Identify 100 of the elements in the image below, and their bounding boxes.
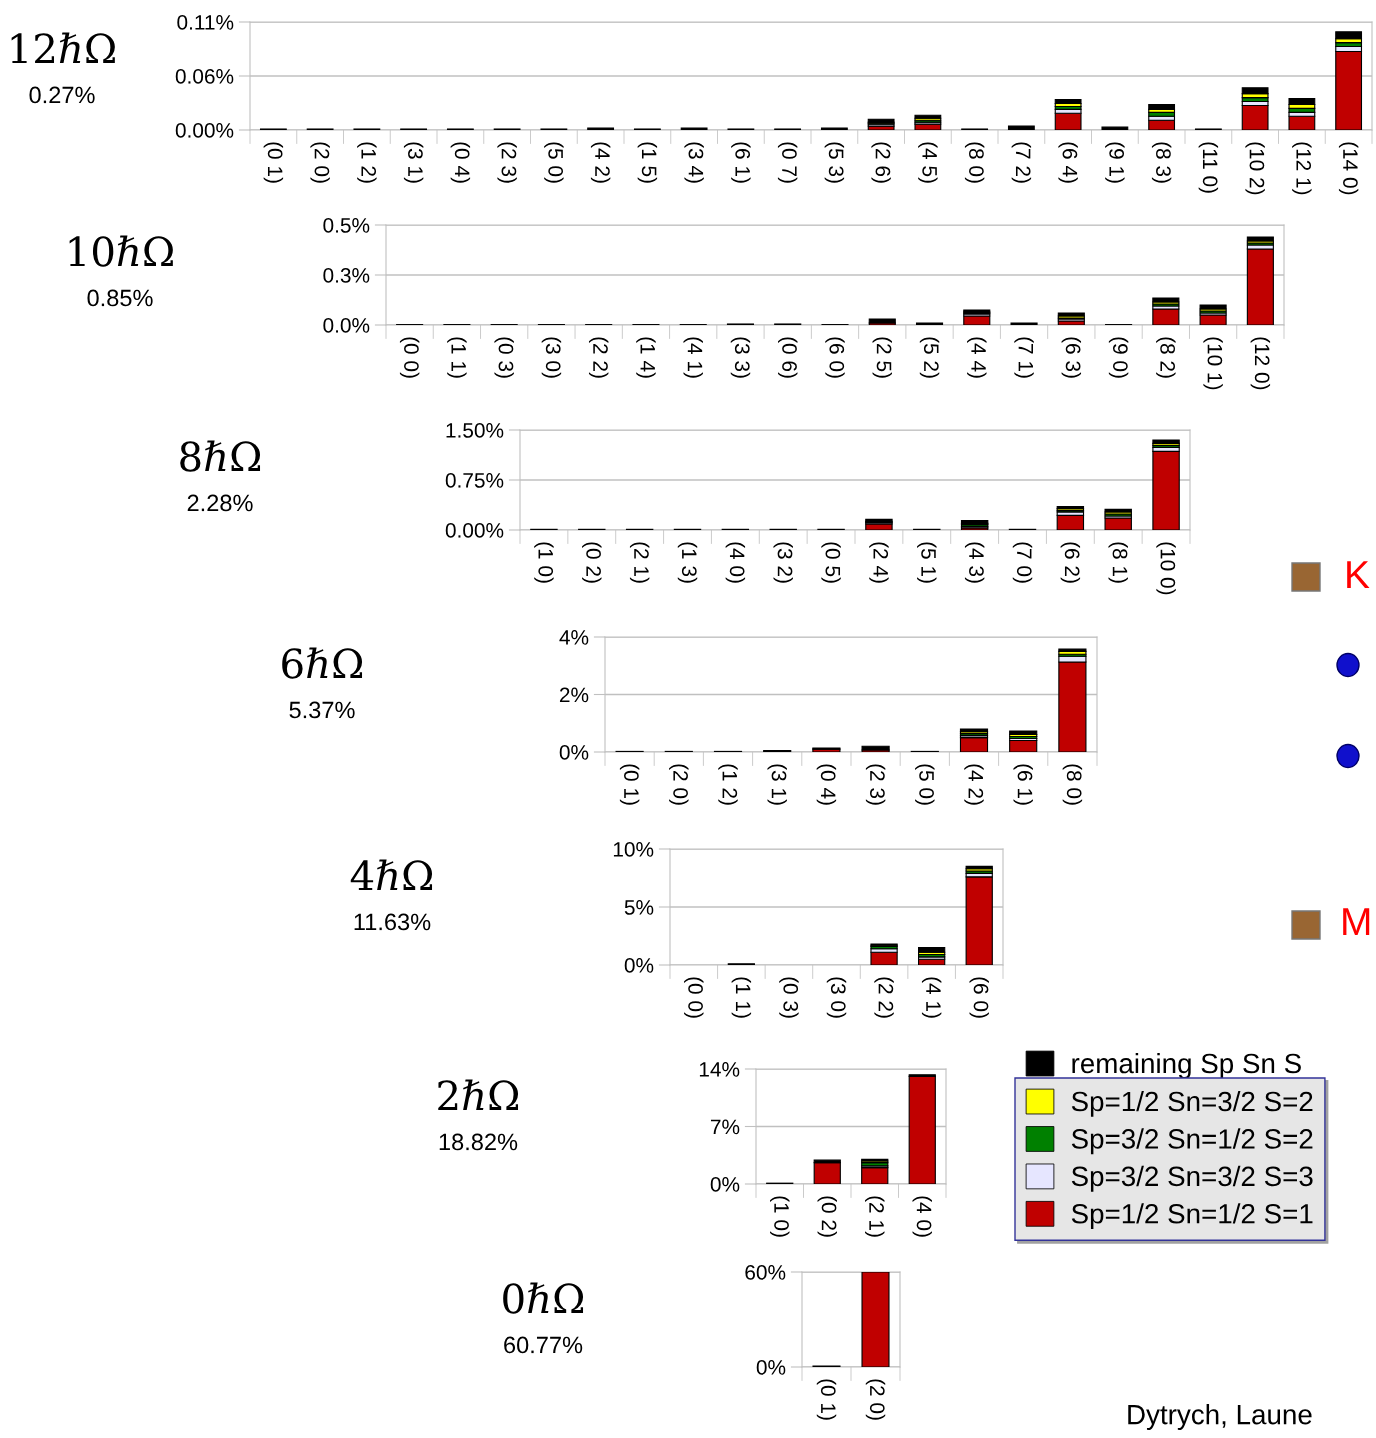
x-tick-label: (0 7) (777, 142, 798, 183)
x-tick-label: (5 0) (915, 764, 935, 805)
x-tick-label: (3 0) (826, 977, 847, 1018)
y-tick-label: 7% (710, 1119, 740, 1135)
x-tick-label: (8 1) (1108, 542, 1128, 583)
x-tick-label: (4 2) (590, 142, 611, 183)
text: 18.82% (439, 1133, 518, 1151)
x-tick-label: (4 1) (683, 337, 703, 378)
x-tick-label: (3 2) (773, 542, 793, 583)
x-tick-label: (0 5) (821, 542, 841, 583)
x-tick-label: (0 2) (817, 1196, 837, 1237)
x-tick-label: (6 1) (1013, 764, 1033, 805)
y-tick-label: 0.3% (323, 268, 370, 283)
x-tick-label: (2 2) (588, 337, 609, 378)
x-tick-label: (4 4) (967, 337, 987, 378)
x-tick-label: (7 1) (1014, 337, 1034, 378)
y-tick-label: 0% (559, 745, 589, 760)
x-tick-label: (1 2) (718, 764, 738, 805)
x-tick-label: (2 0) (865, 1379, 886, 1420)
chart-title: 4ℏΩ (350, 859, 433, 891)
x-tick-label: (1 5) (637, 142, 658, 183)
x-tick-label: (1 4) (636, 337, 656, 378)
y-tick-label: 1.50% (446, 423, 504, 438)
x-tick-label: (8 0) (1062, 764, 1083, 805)
x-tick-label: (10 0) (1156, 542, 1176, 595)
x-tick-label: (6 0) (825, 337, 845, 378)
y-tick-label: 0.0% (323, 318, 370, 333)
x-tick-label: (0 2) (582, 542, 602, 583)
x-tick-label: (1 0) (770, 1196, 790, 1237)
x-tick-label: (5 1) (917, 542, 937, 583)
x-tick-label: (2 0) (310, 142, 330, 183)
x-tick-label: (8 3) (1151, 142, 1172, 183)
x-tick-label: (4 3) (964, 542, 985, 583)
legend-label: Sp=3/2 Sn=3/2 S=3 (1071, 1165, 1313, 1192)
x-tick-label: (4 0) (912, 1196, 932, 1237)
x-tick-label: (2 3) (497, 142, 517, 183)
x-tick-label: (5 3) (824, 142, 845, 183)
x-tick-label: (0 1) (263, 142, 284, 183)
chart-title: 6ℏΩ (282, 647, 363, 679)
x-tick-label: (1 1) (731, 977, 752, 1018)
legend-label: Sp=3/2 Sn=1/2 S=2 (1071, 1128, 1313, 1155)
x-tick-label: (9 0) (1108, 337, 1129, 378)
x-tick-label: (3 1) (767, 764, 787, 805)
text: Dytrych, Laune (1128, 1404, 1312, 1430)
legend-label: Sp=1/2 Sn=1/2 S=1 (1071, 1203, 1313, 1230)
x-tick-label: (12 1) (1292, 142, 1312, 195)
x-tick-label: (2 1) (865, 1196, 885, 1237)
x-tick-label: (3 0) (541, 337, 562, 378)
y-tick-label: 60% (745, 1265, 786, 1280)
x-tick-label: (0 3) (779, 977, 799, 1018)
x-tick-label: (2 2) (874, 977, 894, 1018)
x-tick-label: (3 4) (684, 142, 704, 183)
y-tick-label: 0% (756, 1360, 786, 1375)
y-tick-label: 0.00% (445, 523, 504, 538)
text: 0.27% (29, 86, 95, 104)
legend-label: Sp=1/2 Sn=3/2 S=2 (1071, 1090, 1313, 1117)
x-tick-label: (12 0) (1250, 337, 1271, 390)
x-tick-label: (0 0) (399, 337, 420, 378)
y-tick-label: 4% (559, 630, 589, 645)
y-tick-label: 5% (624, 900, 654, 915)
x-tick-label: (6 2) (1060, 542, 1081, 583)
x-tick-label: (6 0) (969, 977, 989, 1018)
y-tick-label: 0% (624, 958, 654, 973)
x-tick-label: (10 1) (1203, 337, 1223, 390)
chart-title: 12ℏΩ (11, 32, 115, 64)
x-tick-label: (0 6) (778, 337, 798, 378)
x-tick-label: (3 1) (403, 142, 424, 183)
x-tick-label: (1 1) (447, 337, 467, 378)
x-tick-label: (6 1) (731, 142, 751, 183)
chart-title: 8ℏΩ (180, 440, 261, 472)
x-tick-label: (4 1) (921, 977, 942, 1018)
x-tick-label: (0 1) (816, 1379, 837, 1420)
x-tick-label: (4 2) (964, 764, 984, 805)
x-tick-label: (0 3) (494, 337, 514, 378)
x-tick-label: (1 0) (534, 542, 554, 583)
x-tick-label: (4 5) (918, 142, 938, 183)
x-tick-label: (2 4) (869, 542, 889, 583)
x-tick-label: (7 0) (1012, 542, 1033, 583)
text: M (1343, 908, 1370, 936)
x-tick-label: (2 1) (629, 542, 650, 583)
x-tick-label: (1 3) (677, 542, 698, 583)
text: 0.85% (87, 289, 153, 307)
x-tick-label: (2 6) (871, 142, 891, 183)
x-tick-label: (0 4) (816, 764, 837, 805)
x-tick-label: (8 0) (964, 142, 985, 183)
x-tick-label: (5 0) (544, 142, 564, 183)
x-tick-label: (2 0) (669, 764, 689, 805)
text: 11.63% (354, 913, 431, 931)
x-tick-label: (4 0) (725, 542, 746, 583)
x-tick-label: (11 0) (1198, 142, 1219, 193)
y-tick-label: 0% (710, 1177, 740, 1192)
x-tick-label: (0 0) (684, 977, 704, 1018)
x-tick-label: (9 1) (1105, 142, 1125, 183)
x-tick-label: (6 3) (1061, 337, 1082, 378)
text: 2.28% (187, 494, 253, 512)
text: 60.77% (504, 1336, 583, 1354)
chart-title: 10ℏΩ (69, 235, 173, 267)
y-tick-label: 0.75% (445, 473, 504, 488)
text: K (1347, 561, 1370, 589)
x-tick-label: (3 3) (730, 337, 751, 378)
